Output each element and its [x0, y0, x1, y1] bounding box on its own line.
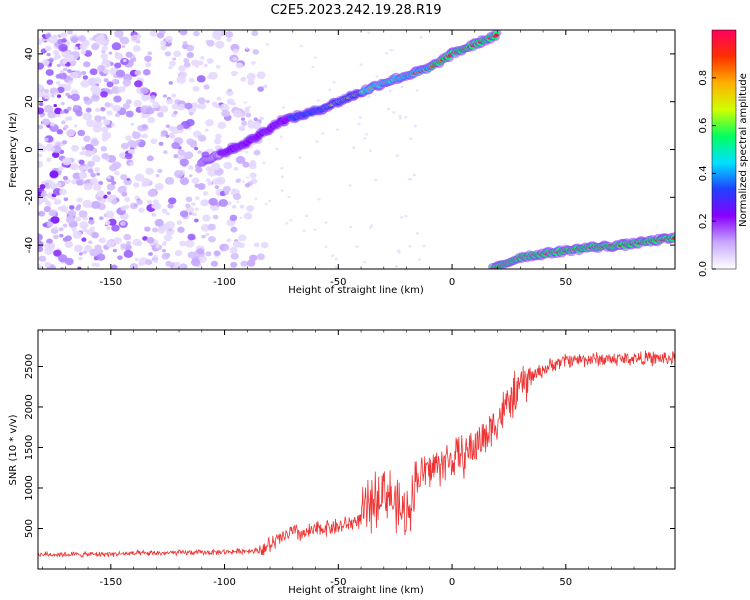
heatmap-y-tick-label: 20 [24, 95, 35, 108]
snr-y-tick-label: 2000 [24, 394, 35, 419]
snr-series-line [38, 350, 675, 559]
colorbar-tick-label: 0.8 [698, 70, 709, 86]
heatmap-ridge-layer [196, 30, 675, 269]
snr-x-tick-label: -50 [330, 577, 346, 588]
snr-x-axis-label: Height of straight line (km) [288, 585, 424, 596]
heatmap-y-tick-label: 40 [24, 48, 35, 61]
heatmap-x-tick-label: -150 [99, 277, 122, 288]
heatmap-y-axis-label: Frequency (Hz) [8, 112, 19, 188]
heatmap-x-axis-label: Height of straight line (km) [288, 285, 424, 296]
snr-x-ticks: -150 -100 -50 0 50 [42, 330, 658, 588]
snr-y-tick-label: 500 [24, 519, 35, 538]
colorbar: 0.0 0.2 0.4 0.6 0.8 Normalized spectral ampl… [698, 29, 749, 277]
snr-y-ticks: 500 1000 1500 2000 2500 [24, 354, 675, 538]
colorbar-tick-label: 0.0 [698, 261, 709, 277]
heatmap-y-tick-label: -40 [24, 237, 35, 253]
heatmap-y-tick-label: 0 [24, 146, 35, 152]
snr-y-tick-label: 2500 [24, 354, 35, 379]
snr-y-tick-label: 1500 [24, 435, 35, 460]
heatmap-x-tick-label: -50 [330, 277, 346, 288]
snr-x-tick-label: 0 [449, 577, 455, 588]
snr-y-axis-label: SNR (10 * v/v) [8, 414, 19, 485]
figure-title: C2E5.2023.242.19.28.R19 [270, 3, 441, 18]
heatmap-noise-layer [38, 30, 426, 269]
heatmap-x-ticks: -150 -100 -50 0 50 [42, 30, 658, 288]
snr-x-tick-label: -100 [213, 577, 236, 588]
colorbar-ticks: 0.0 0.2 0.4 0.6 0.8 [698, 70, 716, 277]
heatmap-x-tick-label: 50 [559, 277, 572, 288]
snr-x-tick-label: -150 [99, 577, 122, 588]
snr-y-tick-label: 1000 [24, 475, 35, 500]
snr-frame [37, 329, 676, 570]
snr-panel: -150 -100 -50 0 50 500 1000 1500 2000 2500 Heigh… [8, 329, 676, 596]
heatmap-y-tick-label: -20 [24, 189, 35, 205]
colorbar-label: Normalized spectral amplitude [738, 73, 749, 227]
colorbar-tick-label: 0.6 [698, 118, 709, 134]
heatmap-x-tick-label: 0 [449, 277, 455, 288]
snr-background [38, 330, 675, 569]
snr-x-tick-label: 50 [559, 577, 572, 588]
colorbar-gradient [711, 29, 737, 270]
heatmap-panel: -150 -100 -50 0 50 -40 -20 0 20 40 Height of str… [8, 29, 676, 296]
heatmap-y-ticks: -40 -20 0 20 40 [24, 48, 675, 253]
colorbar-tick-label: 0.4 [698, 165, 709, 181]
heatmap-x-tick-label: -100 [213, 277, 236, 288]
colorbar-tick-label: 0.2 [698, 213, 709, 229]
